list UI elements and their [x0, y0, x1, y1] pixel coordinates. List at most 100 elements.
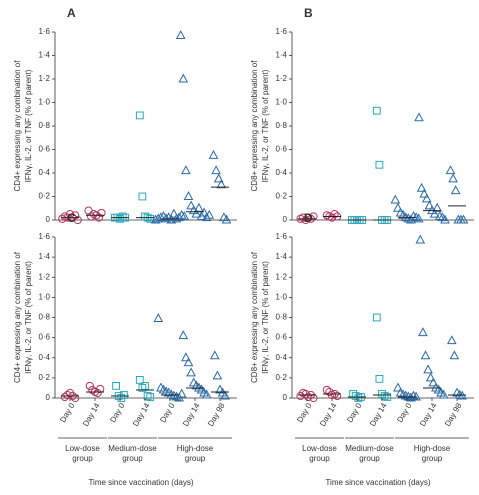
- x-tick-label: Day 0: [295, 401, 314, 424]
- point: [175, 30, 186, 40]
- group-label: group: [185, 454, 206, 463]
- point: [458, 214, 469, 224]
- point: [63, 390, 72, 400]
- point: [208, 149, 219, 159]
- y-tick-label: 1·2: [275, 74, 287, 83]
- x-tick-label: Day 98: [443, 401, 464, 428]
- point: [418, 327, 428, 337]
- point: [330, 210, 339, 219]
- point: [212, 370, 223, 380]
- group-label: Low-dose: [302, 444, 337, 453]
- point: [438, 389, 449, 399]
- point: [333, 391, 342, 401]
- point: [135, 111, 144, 120]
- point: [183, 357, 194, 367]
- point: [419, 188, 430, 198]
- point: [213, 173, 224, 183]
- y-tick-label: 1·4: [275, 252, 287, 261]
- point: [425, 372, 436, 382]
- point: [411, 212, 421, 222]
- point: [112, 382, 120, 390]
- point: [141, 382, 149, 390]
- y-tick-label: 0·8: [38, 121, 50, 130]
- point: [400, 390, 411, 400]
- point: [94, 213, 104, 222]
- y-tick-label: 1·4: [275, 51, 287, 60]
- point: [179, 211, 190, 220]
- y-tick-label: 1·6: [275, 27, 287, 36]
- y-tick-label: 0·6: [38, 145, 50, 154]
- point: [186, 200, 196, 210]
- point: [60, 392, 69, 402]
- point: [73, 215, 82, 225]
- y-tick-label: 0·8: [275, 121, 287, 130]
- point: [85, 381, 94, 391]
- point: [211, 165, 221, 175]
- point: [71, 211, 80, 220]
- y-axis-label: CD8+ expressing any combination of: [250, 60, 259, 192]
- y-tick-label: 0·2: [275, 192, 287, 201]
- point: [390, 194, 401, 204]
- point: [118, 212, 127, 221]
- y-tick-label: 1·6: [38, 232, 50, 241]
- point: [440, 214, 450, 224]
- point: [408, 390, 419, 400]
- point: [138, 384, 147, 392]
- y-tick-label: 1·6: [38, 27, 50, 36]
- x-tick-label: Day 14: [418, 401, 439, 428]
- point: [398, 389, 408, 399]
- point: [304, 392, 313, 402]
- y-tick-label: 0·6: [38, 333, 50, 342]
- y-tick-label: 0·4: [275, 168, 287, 177]
- point: [221, 214, 232, 224]
- point: [375, 374, 384, 383]
- panel-label: B: [304, 6, 313, 20]
- point: [153, 313, 164, 323]
- point: [380, 392, 389, 400]
- y-tick-label: 1·4: [38, 51, 50, 60]
- x-tick-label: Day 0: [158, 401, 177, 424]
- group-label: group: [359, 454, 380, 463]
- y-tick-label: 1·6: [275, 232, 287, 241]
- point: [93, 388, 102, 398]
- point: [301, 215, 310, 225]
- point: [413, 213, 424, 223]
- y-tick-label: 0·2: [38, 192, 50, 201]
- y-axis-label: CD8+ expressing any combination of: [250, 251, 259, 383]
- point: [403, 391, 414, 401]
- point: [161, 213, 171, 223]
- point: [434, 211, 445, 220]
- y-tick-label: 1·2: [38, 272, 50, 281]
- point: [423, 364, 433, 374]
- x-tick-label: Day 14: [81, 401, 102, 428]
- point: [448, 173, 458, 183]
- x-tick-label: Day 0: [108, 401, 127, 424]
- point: [383, 393, 392, 401]
- point: [181, 165, 191, 175]
- point: [178, 73, 189, 83]
- point: [372, 313, 381, 322]
- point: [375, 160, 384, 169]
- point: [354, 394, 363, 402]
- y-tick-label: 0·8: [38, 313, 50, 322]
- point: [299, 213, 308, 222]
- point: [143, 392, 152, 400]
- y-tick-label: 0·8: [275, 313, 287, 322]
- point: [96, 384, 105, 394]
- point: [138, 192, 147, 201]
- point: [120, 391, 128, 399]
- point: [424, 200, 435, 210]
- point: [449, 350, 460, 360]
- point: [445, 165, 456, 175]
- point: [181, 352, 191, 362]
- point: [411, 391, 421, 401]
- point: [450, 185, 461, 195]
- group-label: group: [422, 454, 443, 463]
- y-axis-label: IFNγ, IL-2, or TNF (% of parent): [24, 261, 33, 374]
- panel-label: C: [67, 211, 76, 225]
- y-tick-label: 0·6: [275, 333, 287, 342]
- y-tick-label: 0·2: [275, 373, 287, 382]
- y-tick-label: 0: [46, 215, 51, 224]
- point: [400, 212, 411, 222]
